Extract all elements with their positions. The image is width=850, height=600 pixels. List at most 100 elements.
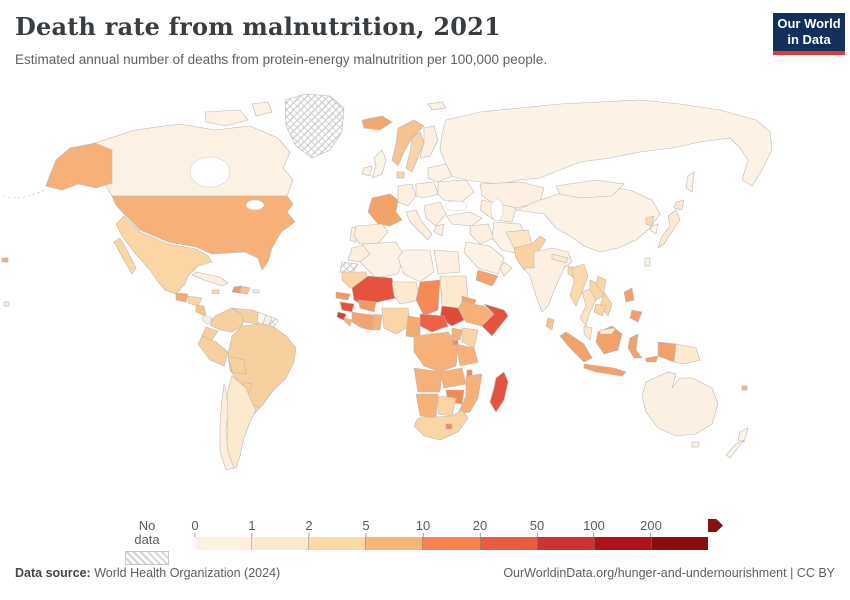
region-taiwan[interactable] (644, 257, 651, 267)
region-ukraine[interactable] (437, 179, 475, 203)
legend-bin-200+[interactable] (650, 537, 708, 550)
region-italy[interactable] (405, 209, 433, 241)
region-svalbard[interactable] (427, 101, 447, 111)
region-haiti[interactable] (231, 285, 242, 294)
region-south-korea[interactable] (649, 223, 659, 235)
owid-url-link[interactable]: OurWorldinData.org/hunger-and-undernouri… (503, 566, 787, 580)
region-pacific-islands[interactable] (3, 301, 10, 307)
region-oman[interactable] (499, 261, 513, 277)
region-burkina-faso[interactable] (357, 299, 377, 313)
region-mongolia[interactable] (555, 179, 625, 199)
region-libya[interactable] (397, 249, 435, 283)
region-niger[interactable] (391, 281, 421, 305)
region-united-kingdom[interactable] (371, 149, 387, 179)
region-malaysian-borneo[interactable] (599, 327, 617, 335)
region-greece[interactable] (433, 223, 445, 237)
region-mexico[interactable] (115, 215, 213, 295)
region-japan[interactable] (657, 209, 681, 249)
region-iraq-syria[interactable] (469, 223, 495, 245)
region-sakhalin[interactable] (685, 171, 695, 193)
region-sumatra[interactable] (559, 331, 593, 363)
legend-bin-20-50[interactable] (479, 537, 537, 550)
region-togo-benin[interactable] (371, 313, 383, 331)
region-costa-rica[interactable] (201, 314, 213, 325)
region-angola[interactable] (413, 367, 443, 393)
region-tasmania[interactable] (691, 441, 700, 448)
region-central-african-republic[interactable] (419, 313, 449, 333)
legend-no-data-swatch[interactable] (125, 551, 169, 565)
region-pacific-islands[interactable] (1, 257, 9, 263)
legend-bin-2-5[interactable] (308, 537, 366, 550)
region-finland[interactable] (419, 125, 439, 159)
region-alaska[interactable] (45, 142, 113, 191)
region-saudi-arabia[interactable] (463, 241, 505, 275)
region-botswana[interactable] (437, 395, 457, 417)
legend-bin-50-100[interactable] (536, 537, 594, 550)
cc-by-link[interactable]: CC BY (796, 566, 835, 580)
region-jamaica[interactable] (211, 289, 220, 294)
region-guinea[interactable] (339, 301, 355, 313)
region-myanmar[interactable] (569, 263, 589, 307)
region-hokkaido[interactable] (673, 199, 685, 211)
region-sweden[interactable] (405, 131, 425, 173)
region-brazil[interactable] (227, 323, 297, 413)
region-denmark[interactable] (396, 171, 405, 179)
region-philippines-mindanao[interactable] (629, 309, 643, 323)
region-lesotho[interactable] (445, 423, 453, 430)
region-somalia[interactable] (481, 303, 509, 337)
region-baja-california[interactable] (113, 237, 137, 275)
region-honduras[interactable] (187, 295, 203, 307)
region-new-zealand-south[interactable] (725, 439, 745, 459)
region-sri-lanka[interactable] (545, 317, 555, 331)
region-java[interactable] (583, 363, 627, 377)
region-south-africa[interactable] (413, 409, 469, 441)
region-nepal[interactable] (551, 253, 569, 264)
region-west-papua[interactable] (657, 341, 677, 363)
region-france[interactable] (367, 193, 403, 227)
owid-logo[interactable]: Our World in Data (773, 13, 845, 55)
region-new-zealand-north[interactable] (737, 427, 749, 443)
legend-bin-10-20[interactable] (422, 537, 480, 550)
region-dr-congo[interactable] (413, 331, 459, 373)
region-chad[interactable] (415, 279, 441, 317)
legend-bin-1-2[interactable] (251, 537, 309, 550)
region-lesser-sunda[interactable] (645, 355, 659, 363)
region-nicaragua[interactable] (195, 304, 207, 317)
region-zambia[interactable] (439, 367, 467, 389)
region-cambodia[interactable] (593, 303, 607, 317)
region-norway[interactable] (391, 119, 425, 167)
region-usa[interactable] (111, 195, 296, 271)
legend-bin-0-1[interactable] (195, 537, 252, 550)
region-iceland[interactable] (361, 115, 393, 131)
region-mozambique[interactable] (457, 373, 483, 415)
region-canada-arctic-islands[interactable] (251, 101, 273, 117)
region-poland[interactable] (415, 181, 439, 199)
region-mali[interactable] (351, 275, 397, 307)
region-fiji[interactable] (741, 385, 748, 391)
region-sulawesi[interactable] (627, 333, 643, 359)
region-canada-arctic-islands[interactable] (204, 109, 249, 127)
region-yemen[interactable] (475, 269, 499, 287)
region-algeria[interactable] (359, 241, 405, 279)
legend-no-data[interactable]: No data (125, 519, 169, 565)
region-madagascar[interactable] (489, 371, 509, 413)
region-canada[interactable] (91, 123, 294, 197)
region-peru[interactable] (197, 335, 229, 367)
region-balkans[interactable] (423, 201, 447, 227)
region-puerto-rico[interactable] (252, 289, 260, 294)
region-senegal[interactable] (335, 291, 351, 301)
region-dominican-republic[interactable] (239, 285, 251, 295)
region-cuba[interactable] (191, 271, 229, 287)
region-russia[interactable] (439, 99, 773, 187)
legend-bin-5-10[interactable] (365, 537, 423, 550)
region-egypt[interactable] (433, 249, 461, 275)
region-bolivia[interactable] (227, 355, 247, 375)
region-india[interactable] (523, 247, 573, 313)
region-australia[interactable] (641, 371, 719, 437)
region-liberia[interactable] (343, 317, 353, 327)
region-greenland[interactable] (284, 93, 345, 159)
region-guatemala[interactable] (175, 292, 189, 303)
region-uganda[interactable] (451, 327, 463, 341)
region-ireland[interactable] (361, 165, 373, 177)
region-turkey[interactable] (445, 211, 483, 227)
